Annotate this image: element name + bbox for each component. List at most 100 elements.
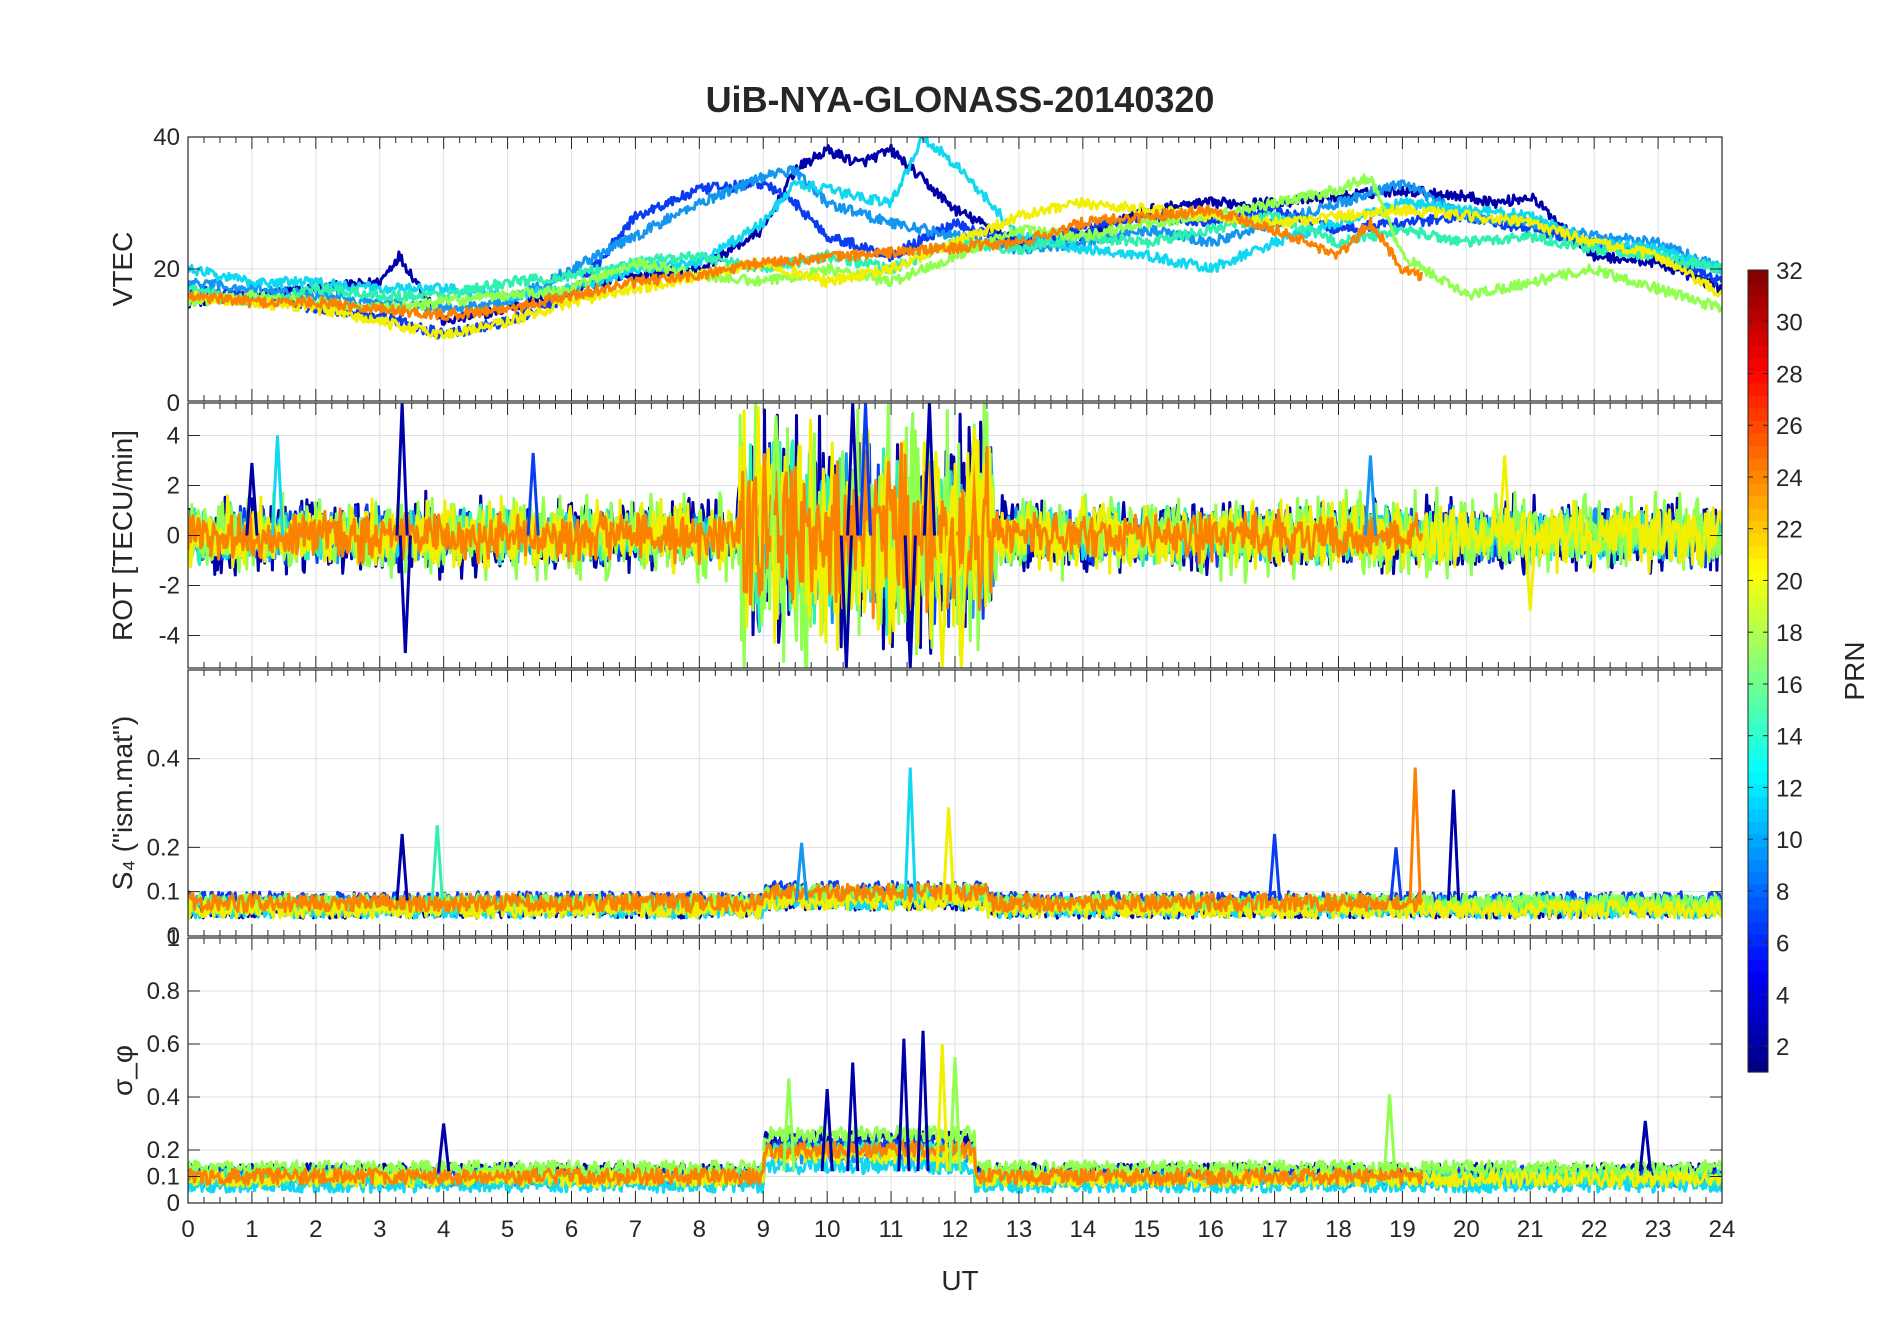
series-rot-prn-23	[188, 442, 1424, 620]
y-ticks-s4: 0.1 0.2 0.4 0	[147, 746, 1722, 950]
x-tick-label: 0	[181, 1216, 194, 1243]
colorbar-segment	[1748, 395, 1768, 409]
colorbar-segment	[1748, 783, 1768, 797]
y-tick-label-rot: -4	[159, 623, 180, 650]
colorbar-segment	[1748, 896, 1768, 910]
y-tick-label-sigma: 0	[167, 1190, 180, 1217]
event-spike-rot-14	[1363, 455, 1378, 536]
colorbar-segment	[1748, 733, 1768, 747]
colorbar-segment	[1748, 909, 1768, 923]
colorbar-tick-label: 28	[1776, 361, 1803, 388]
x-tick-label: 15	[1133, 1216, 1160, 1243]
event-spike-s4-0	[395, 833, 409, 901]
colorbar-tick-label: 22	[1776, 517, 1803, 544]
y-tick-label-rot: 0	[167, 390, 180, 417]
colorbar-segment	[1748, 282, 1768, 296]
y-axis-label-sigma: σ_φ	[107, 1045, 138, 1096]
x-tick-label: 11	[879, 1216, 904, 1243]
event-spike-s4-3	[903, 767, 917, 901]
y-ticks-sigma: 00.10.20.40.60.81	[147, 925, 1722, 1217]
series-sigma-prn-12	[188, 1156, 1722, 1194]
colorbar-segment	[1748, 432, 1768, 447]
x-tick-label: 1	[245, 1216, 258, 1243]
event-spike-sigma-6	[948, 1057, 962, 1172]
colorbar-tick-label: 8	[1776, 879, 1789, 906]
colorbar-segment	[1748, 508, 1768, 522]
x-ticks-vtec	[187, 137, 1723, 401]
y-tick-label-rot: 4	[167, 423, 180, 450]
colorbar-segment	[1748, 871, 1768, 885]
colorbar-segment	[1748, 758, 1768, 772]
colorbar-segment	[1748, 884, 1768, 898]
colorbar-segment	[1748, 921, 1768, 935]
y-axis-label-rot: ROT [TECU/min]	[107, 430, 138, 641]
event-spike-sigma-8	[1638, 1120, 1652, 1172]
colorbar-segment	[1748, 320, 1768, 334]
colorbar-tick-label: 16	[1776, 672, 1803, 699]
y-axis-label-vtec: VTEC	[107, 232, 138, 307]
colorbar-segment	[1748, 683, 1768, 697]
event-spike-s4-6	[1389, 847, 1403, 901]
colorbar-segment	[1748, 645, 1768, 660]
colorbar-segment	[1748, 1046, 1768, 1061]
series-group-vtec	[188, 137, 1722, 340]
event-spike-sigma-7	[1383, 1094, 1397, 1172]
series-group-s4	[188, 767, 1722, 920]
y-tick-label-sigma: 0.6	[147, 1031, 180, 1058]
y-tick-label-vtec: 20	[153, 256, 180, 283]
event-spike-sigma-2	[846, 1062, 860, 1172]
x-tick-label: 22	[1581, 1216, 1608, 1243]
event-spike-sigma-5	[935, 1043, 949, 1172]
colorbar-segment	[1748, 984, 1768, 998]
colorbar-tick-label: 4	[1776, 982, 1789, 1009]
event-spike-rot-12	[954, 535, 969, 668]
y-tick-label-sigma: 0.8	[147, 978, 180, 1005]
x-tick-label: 6	[565, 1216, 578, 1243]
colorbar-segment	[1748, 520, 1768, 534]
colorbar-segment	[1748, 608, 1768, 622]
event-spike-sigma-9	[437, 1123, 451, 1172]
colorbar-segment	[1748, 934, 1768, 948]
x-tick-label: 4	[437, 1216, 450, 1243]
colorbar-segment	[1748, 796, 1768, 810]
x-tick-label: 17	[1261, 1216, 1288, 1243]
colorbar-tick-label: 30	[1776, 310, 1803, 337]
x-tick-label: 8	[693, 1216, 706, 1243]
colorbar-segment	[1748, 270, 1768, 284]
colorbar-segment	[1748, 382, 1768, 396]
series-sigma-prn-17	[188, 1124, 1722, 1178]
colorbar-segment	[1748, 533, 1768, 547]
panel-rot: -4 -2 0 2 4 0 ROT [TECU/min]	[107, 390, 1723, 669]
colorbar-segment	[1748, 407, 1768, 421]
colorbar-segment	[1748, 1059, 1768, 1073]
y-tick-label-s4: 0	[167, 923, 180, 950]
colorbar-segment	[1748, 821, 1768, 835]
colorbar-segment	[1748, 1021, 1768, 1036]
event-spike-s4-1	[430, 825, 444, 901]
colorbar-segment	[1748, 746, 1768, 760]
colorbar-tick-label: 20	[1776, 568, 1803, 595]
y-tick-label-vtec: 40	[153, 124, 180, 151]
colorbar-tick-label: 6	[1776, 931, 1789, 958]
series-sigma-prn-23	[188, 1140, 1424, 1186]
y-tick-label-sigma: 0.2	[147, 1137, 180, 1164]
event-spike-rot-5	[769, 415, 783, 536]
colorbar-segment	[1748, 996, 1768, 1010]
event-spike-rot-7	[846, 403, 860, 536]
colorbar-tick-label: 26	[1776, 413, 1803, 440]
x-tick-labels: 0 1 2 3 4 5 6 7 8 9 10 11 12 13 14 15 16 17 18 19 20 21 22 23 24	[181, 1216, 1735, 1243]
colorbar-segment	[1748, 946, 1768, 960]
y-tick-label-sigma: 1	[167, 925, 180, 952]
y-tick-label-rot: -2	[159, 573, 180, 600]
x-ticks-s4	[187, 670, 1723, 936]
series-vtec-prn-10	[188, 165, 1722, 314]
event-spike-rot-13	[967, 427, 981, 536]
y-ticks-rot: -4 -2 0 2 4 0	[159, 390, 1722, 650]
event-spike-s4-5	[1267, 833, 1282, 901]
series-vtec-prn-17	[188, 173, 1722, 314]
x-axis-label: UT	[941, 1265, 978, 1296]
colorbar-segment	[1748, 545, 1768, 559]
